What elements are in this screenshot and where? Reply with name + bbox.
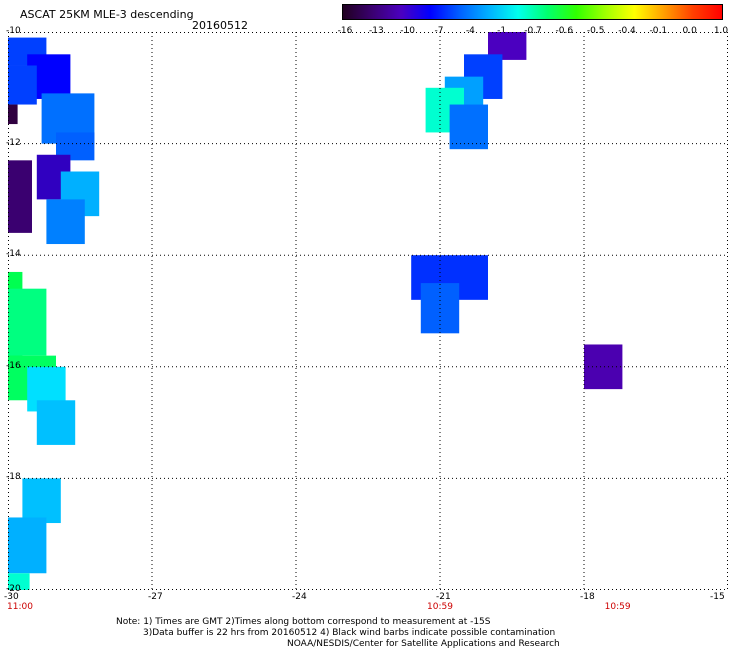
latitude-label: -10 [6, 26, 21, 36]
color-scale-label: -0.7 [524, 26, 542, 36]
wind-data-cell [36, 400, 76, 445]
wind-data-cell [22, 478, 61, 524]
note-line-2: 3)Data buffer is 22 hrs from 20160512 4)… [143, 628, 556, 638]
pass-time-label: 10:59 [427, 602, 453, 612]
wind-data-cell [8, 573, 30, 590]
color-scale-label: -0.1 [649, 26, 668, 36]
longitude-label: -30 [4, 592, 19, 602]
wind-data-cell [449, 104, 488, 150]
color-scale-label: -7 [434, 26, 444, 36]
pass-time-label: 11:00 [7, 602, 33, 612]
wind-map-plot [8, 32, 728, 590]
longitude-label: -15 [710, 592, 725, 602]
color-scale-label: -13 [368, 26, 384, 36]
latitude-label: -12 [6, 137, 21, 148]
longitude-label: -21 [436, 592, 451, 602]
pass-time-label: 10:59 [604, 602, 631, 612]
longitude-label: -27 [148, 592, 163, 602]
latitude-label: -18 [6, 472, 21, 483]
color-scale-label: -16 [337, 26, 353, 36]
color-scale-label: -10 [400, 26, 416, 36]
latitude-label: -14 [6, 249, 21, 260]
map-title: ASCAT 25KM MLE-3 descending [20, 8, 194, 21]
wind-data-cell [8, 160, 32, 233]
color-scale-label: -4 [465, 26, 475, 36]
latitude-label: -20 [6, 584, 21, 594]
longitude-label: -24 [292, 592, 307, 602]
color-scale-label: 1.0 [713, 26, 729, 36]
color-scale-label: -0.4 [618, 26, 636, 36]
wind-data-cell [46, 199, 85, 245]
color-scale-label: -1 [497, 26, 507, 36]
latitude-label: -16 [6, 360, 21, 371]
wind-data-cell [8, 517, 47, 574]
color-scale-label: -0.5 [586, 26, 605, 36]
color-scale-label: -0.6 [555, 26, 574, 36]
longitude-label: -18 [580, 592, 595, 602]
note-line-3: NOAA/NESDIS/Center for Satellite Applica… [287, 639, 560, 649]
wind-data-cell [8, 104, 18, 125]
color-scale-label: 0.0 [682, 26, 697, 36]
color-scale-bar [342, 4, 723, 20]
wind-data-cell [8, 65, 37, 105]
note-line-1: Note: 1) Times are GMT 2)Times along bot… [116, 617, 491, 627]
wind-data-cell [8, 288, 47, 356]
map-date: 20160512 [192, 19, 248, 32]
